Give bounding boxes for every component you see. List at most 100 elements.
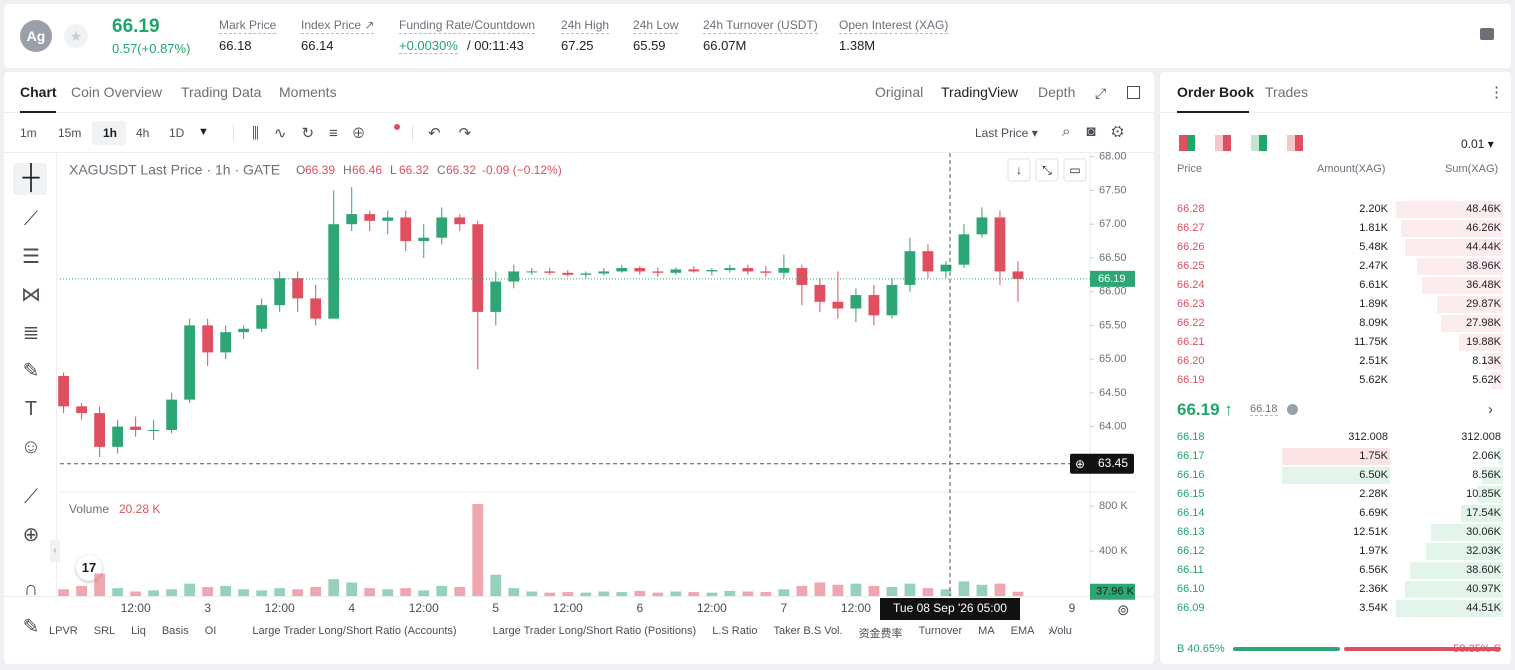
chart-tab[interactable]: Moments <box>279 84 337 100</box>
pane-button[interactable] <box>1035 158 1059 182</box>
collapse[interactable]: ‹ <box>50 540 60 562</box>
layout-icon[interactable] <box>1215 135 1231 151</box>
candle-body <box>580 273 592 275</box>
volume-value: 20.28 K <box>119 502 160 516</box>
pane-button[interactable] <box>1007 158 1031 182</box>
y-tick-label: 65.50 <box>1099 319 1127 331</box>
pane-button[interactable] <box>1063 158 1087 182</box>
separator <box>412 125 413 141</box>
indicator[interactable]: Liq <box>131 625 146 637</box>
drawing-tools[interactable]: ┼ <box>22 164 40 191</box>
layout-icon[interactable] <box>1251 135 1267 151</box>
indicator[interactable]: Basis <box>161 625 189 637</box>
depth-bar <box>1396 600 1503 617</box>
indicator[interactable]: MA <box>978 625 995 637</box>
buy-letter: B <box>1177 643 1185 655</box>
volume-bar <box>778 589 790 596</box>
x-tick-label: 9 <box>1069 601 1076 615</box>
amount: 8.09K <box>1359 317 1388 329</box>
chart-tab[interactable]: Trading Data <box>181 84 262 100</box>
layout-icon[interactable] <box>1179 135 1195 151</box>
candle-body <box>184 325 196 400</box>
indicator[interactable]: Large Trader Long/Short Ratio (Accounts) <box>252 625 457 637</box>
view-tab[interactable]: Depth <box>1038 84 1076 100</box>
sum: 30.06K <box>1466 526 1501 538</box>
divider <box>4 152 1154 153</box>
y-tick-label: 67.50 <box>1099 184 1127 196</box>
fullscreen-icon[interactable]: ⤢ <box>1095 85 1107 101</box>
chart-actions[interactable]: ⌕◙⚙ <box>1062 123 1140 140</box>
candle-body <box>220 332 232 353</box>
volume-title: Volume <box>69 502 109 516</box>
badge <box>394 124 400 130</box>
price: 66.15 <box>1177 488 1205 500</box>
candle-body <box>724 268 736 271</box>
stat-value: 67.25 <box>561 38 594 53</box>
chart-tab[interactable]: Chart <box>20 84 57 100</box>
candle-body <box>688 269 700 272</box>
drawing-tools[interactable]: ⟋ ⊕ <box>22 486 40 546</box>
x-tick-label: 12:00 <box>553 601 583 615</box>
layout-icons[interactable] <box>1179 135 1303 151</box>
sum: 10.85K <box>1466 488 1501 500</box>
notes-icon[interactable] <box>1480 28 1494 40</box>
stat-value: 65.59 <box>633 38 666 53</box>
view-tab[interactable]: TradingView <box>941 84 1019 100</box>
precision[interactable]: 0.01 ▾ <box>1461 137 1494 151</box>
pane-button-icon: ▭ <box>1069 163 1080 177</box>
indicator[interactable]: Taker B.S Vol. <box>773 625 843 637</box>
sum: 8.13K <box>1472 355 1501 367</box>
sum: 19.88K <box>1466 336 1501 348</box>
stat-label: 24h Turnover (USDT) <box>703 18 818 34</box>
trades-tab[interactable]: Trades <box>1265 84 1309 100</box>
interval[interactable]: 4h <box>136 126 150 140</box>
drawing-tools[interactable]: ⟋ ☰ ⋈ ≣ ✎ T ☺ <box>20 208 42 458</box>
layout-icon[interactable] <box>1287 135 1303 151</box>
depth-bar <box>1400 220 1503 237</box>
pane-button-icon: ↓ <box>1016 163 1022 177</box>
settings-icon[interactable]: ⊚ <box>1117 602 1130 619</box>
price: 66.23 <box>1177 298 1205 310</box>
indicator[interactable]: OI <box>204 625 217 637</box>
divider <box>56 153 57 596</box>
view-tab[interactable]: Original <box>875 84 924 100</box>
undo-redo[interactable]: ↶↷ <box>428 125 490 142</box>
interval[interactable]: 1h <box>103 126 118 140</box>
interval[interactable]: 1D <box>169 126 185 140</box>
sum: 40.97K <box>1466 583 1501 595</box>
indicator[interactable]: Turnover <box>918 625 963 637</box>
divider <box>4 112 1154 113</box>
indicator[interactable]: EMA <box>1010 625 1035 637</box>
orderbook-tab[interactable]: Order Book <box>1177 84 1255 100</box>
buy-ratio-label: B 40.65% <box>1177 643 1225 655</box>
sum: 312.008 <box>1461 431 1501 443</box>
favorite-star[interactable]: ★ <box>64 24 88 48</box>
indicator[interactable]: Volu <box>1050 625 1072 637</box>
dropdown-arrow[interactable]: ▼ <box>198 126 209 138</box>
window-icon[interactable] <box>1127 86 1140 99</box>
indicator[interactable]: 资金费率 <box>858 628 903 640</box>
candle-body <box>454 217 466 225</box>
chart-tab[interactable]: Coin Overview <box>71 84 163 100</box>
interval[interactable]: 15m <box>58 126 82 140</box>
indicator[interactable]: Large Trader Long/Short Ratio (Positions… <box>492 625 697 637</box>
chart-tools[interactable]: ⫼∿↻≡⊕ <box>252 125 380 142</box>
price-type[interactable]: Last Price ▾ <box>975 126 1038 140</box>
depth-bar <box>1396 201 1503 218</box>
expand-arrow[interactable]: › <box>1488 401 1493 418</box>
candle-body <box>58 375 70 407</box>
more-icon[interactable]: ⋮ <box>1489 84 1504 101</box>
interval[interactable]: 1m <box>20 126 37 140</box>
drawing-tools[interactable]: ∩ ✎ <box>22 578 40 638</box>
volume-bar <box>850 583 862 596</box>
tab-underline <box>1177 111 1249 113</box>
depth-bar <box>1460 505 1503 522</box>
indicator[interactable]: LPVR <box>49 625 78 637</box>
volume-bar <box>1012 591 1024 596</box>
scroll-arrow[interactable]: › <box>1048 622 1053 638</box>
depth-bar <box>1430 524 1503 541</box>
indicator[interactable]: L.S Ratio <box>712 625 758 637</box>
col-header: Price <box>1177 163 1203 175</box>
candle-body <box>940 264 952 272</box>
indicator[interactable]: SRL <box>93 625 116 637</box>
